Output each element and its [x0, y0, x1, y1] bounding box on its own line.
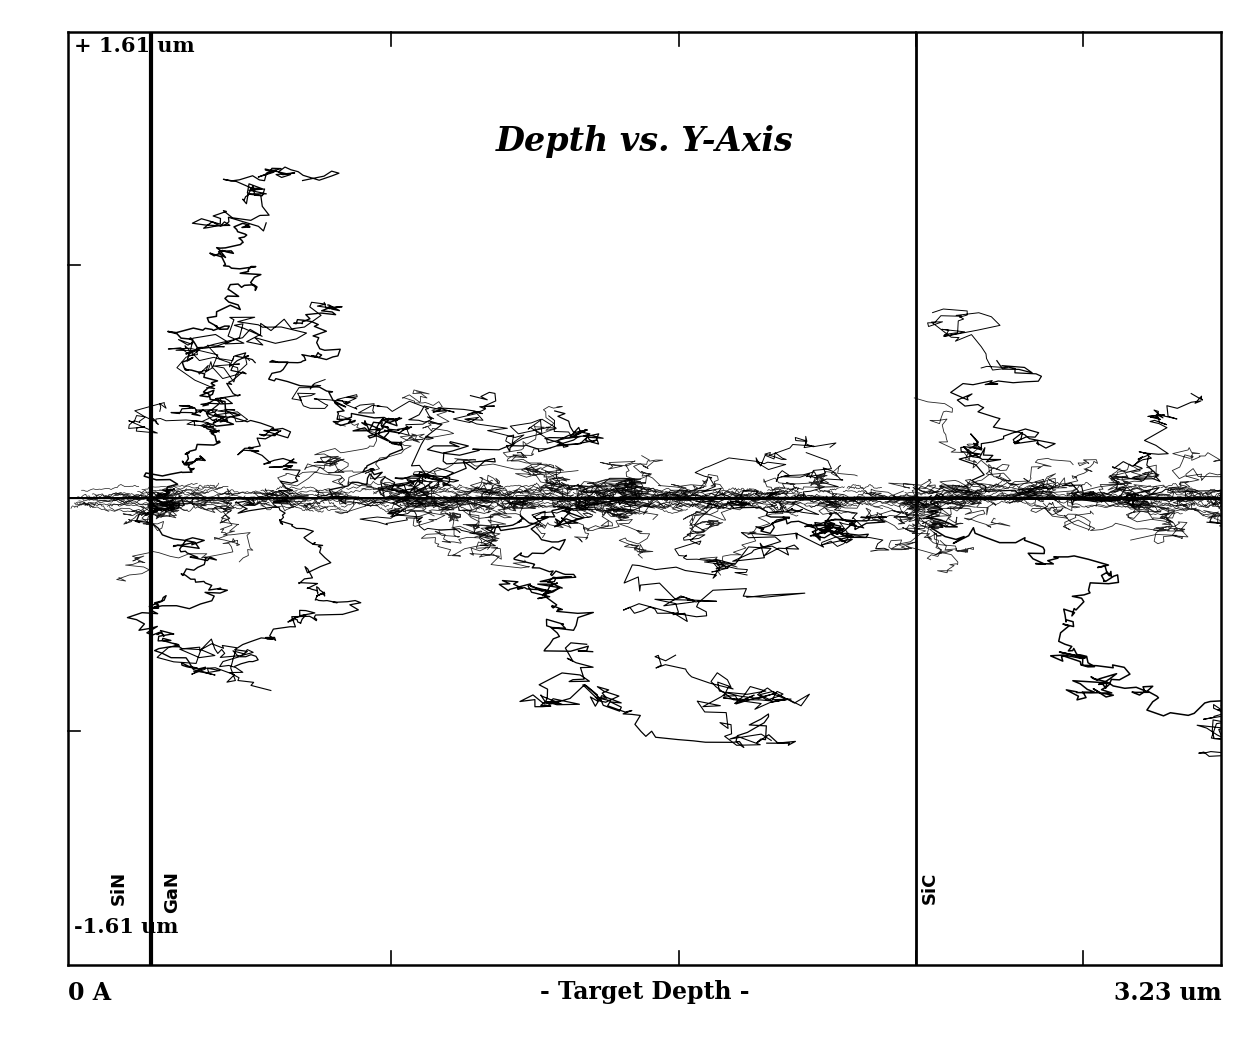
Text: -1.61 um: -1.61 um [74, 917, 179, 937]
Text: 0 A: 0 A [68, 980, 112, 1005]
Text: - Target Depth -: - Target Depth - [541, 980, 749, 1005]
Text: Depth vs. Y-Axis: Depth vs. Y-Axis [496, 125, 794, 158]
Text: SiC: SiC [920, 871, 939, 904]
Text: SiN: SiN [110, 871, 128, 905]
Text: GaN: GaN [162, 871, 181, 914]
Text: 3.23 um: 3.23 um [1114, 980, 1221, 1005]
Text: + 1.61 um: + 1.61 um [74, 36, 195, 56]
